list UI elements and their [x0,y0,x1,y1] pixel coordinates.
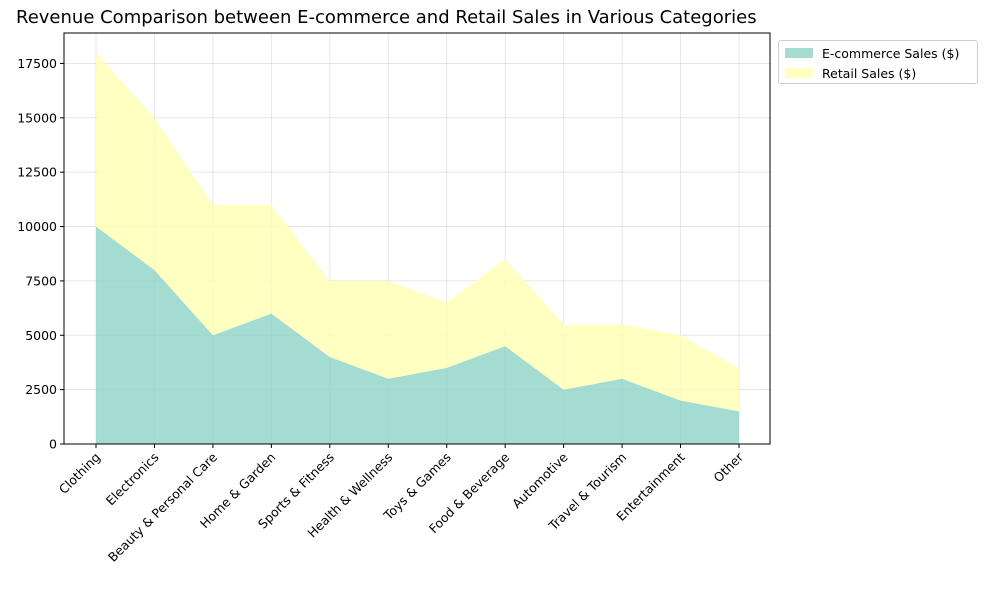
ytick-label-7: 17500 [17,56,57,71]
ytick-label-2: 5000 [25,328,57,343]
ytick-label-1: 2500 [25,382,57,397]
ytick-label-0: 0 [49,437,57,452]
legend-item-ecommerce: E-commerce Sales ($) [785,45,959,61]
stacked-areas [96,52,739,444]
ytick-label-6: 15000 [17,110,57,125]
ytick-label-4: 10000 [17,219,57,234]
legend-item-retail: Retail Sales ($) [785,65,916,81]
xtick-label-0: Clothing [56,450,103,497]
legend-label-ecommerce: E-commerce Sales ($) [822,45,960,61]
area-series-1 [96,52,739,412]
xtick-label-8: Automotive [509,449,571,511]
xtick-label-2: Beauty & Personal Care [105,449,220,564]
chart-title: Revenue Comparison between E-commerce an… [16,7,757,28]
legend-label-retail: Retail Sales ($) [822,65,917,81]
legend-swatch-ecommerce [785,48,813,58]
ytick-label-3: 7500 [25,273,57,288]
legend-swatch-retail [785,68,813,78]
legend: E-commerce Sales ($) Retail Sales ($) [778,40,978,84]
xtick-label-1: Electronics [103,450,162,509]
xtick-label-11: Other [710,449,746,485]
area-series-0 [96,226,739,444]
plot-frame [63,32,771,445]
ytick-label-5: 12500 [17,165,57,180]
